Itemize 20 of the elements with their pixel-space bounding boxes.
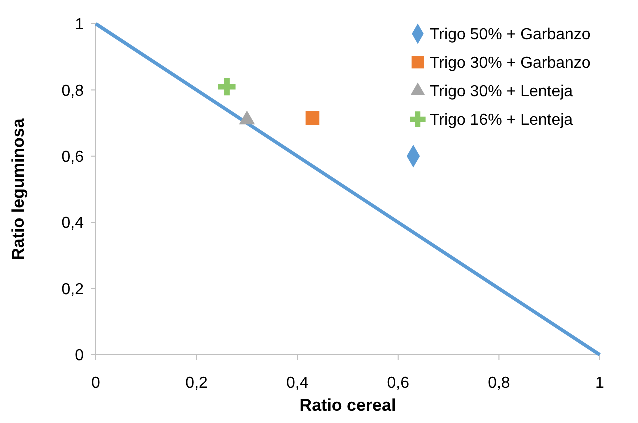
legend-label: Trigo 30% + Garbanzo (430, 55, 591, 72)
x-tick-label: 0,2 (186, 375, 208, 392)
legend-label: Trigo 16% + Lenteja (430, 112, 574, 130)
x-tick-label: 0,8 (488, 375, 510, 392)
y-tick-label: 0,6 (62, 149, 84, 166)
y-tick-label: 0 (75, 348, 84, 365)
point (218, 78, 236, 96)
y-tick-label: 0,4 (62, 215, 84, 232)
legend-label: Trigo 50% + Garbanzo (430, 26, 591, 44)
point (306, 111, 320, 126)
x-tick-label: 1 (596, 375, 605, 392)
x-tick-label: 0,4 (286, 375, 309, 392)
y-axis-title: Ratio leguminosa (9, 118, 28, 260)
y-tick-label: 1 (75, 16, 84, 34)
legend-label: Trigo 30% + Lenteja (430, 84, 574, 101)
y-tick-label: 0,2 (62, 281, 84, 298)
x-tick-label: 0,6 (387, 375, 410, 392)
y-tick-label: 0,8 (62, 82, 84, 100)
x-axis-title: Ratio cereal (300, 396, 396, 415)
x-tick-label: 0 (92, 375, 101, 392)
